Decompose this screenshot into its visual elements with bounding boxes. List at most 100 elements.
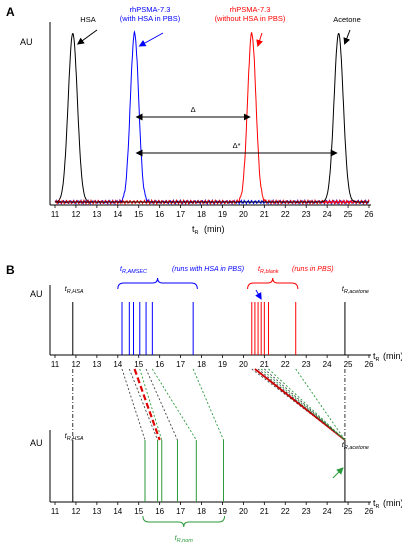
panel-a-x-tick-label: 26: [365, 210, 374, 219]
panel-a-x-tick-label: 12: [71, 210, 80, 219]
connection-line-3: [139, 368, 163, 441]
panel-a-x-tick-label: 16: [155, 210, 164, 219]
connection-line-12: [268, 368, 346, 441]
blank-pointer-arrow: [255, 289, 262, 300]
peak-pointer-arrow-2: [256, 32, 263, 47]
acetone-bottom-label: tR,acetone: [342, 442, 369, 451]
panel-a-x-tick-label: 13: [92, 210, 101, 219]
connection-line-2: [133, 368, 161, 441]
peak-pointer-arrow-0: [76, 29, 98, 45]
panel-b-top-y-label: AU: [30, 289, 43, 299]
peak-pointer-arrow-1: [138, 32, 164, 47]
connection-line-9: [257, 368, 346, 441]
panel-b-top-x-tick-label: 17: [176, 360, 185, 369]
acetone-top-label: tR,acetone: [342, 286, 369, 295]
panel-b-bottom-x-tick-label: 18: [197, 507, 206, 516]
panel-b-bottom-x-tick-label: 24: [323, 507, 332, 516]
panel-b-bottom-y-label: AU: [30, 438, 43, 448]
panel-b-bottom-x-label-unit: (min): [383, 498, 402, 508]
panel-b-top-x-tick-label: 14: [113, 360, 122, 369]
panel-b-bottom-x-tick-label: 26: [365, 507, 374, 516]
panel-b-top-x-label-unit: (min): [383, 351, 402, 361]
connection-line-11: [264, 368, 346, 441]
panel-b-bottom-x-tick-label: 25: [344, 507, 353, 516]
hsa-top-label: tR,HSA: [65, 286, 84, 295]
connection-line-13: [295, 368, 346, 441]
peak-label-2: (without HSA in PBS): [215, 14, 286, 23]
peak-label-1: (with HSA in PBS): [120, 14, 181, 23]
peak-label-1: rhPSMA-7.3: [130, 5, 171, 14]
panel-a-x-tick-label: 18: [197, 210, 206, 219]
delta-label-1: Δ*: [233, 141, 241, 150]
peak-trace-3: [55, 33, 369, 203]
hsa-bottom-label: tR,HSA: [65, 433, 84, 442]
panel-b-bottom-x-tick-label: 20: [239, 507, 248, 516]
nominal-label: tR,nom: [175, 535, 194, 544]
peak-pointer-arrow-3: [343, 29, 351, 45]
panel-b-bottom-x-tick-label: 13: [92, 507, 101, 516]
panel-b-top-x-label-t: tR: [373, 351, 380, 363]
panel-a-x-label-unit: (min): [204, 224, 225, 234]
panel-a-x-tick-label: 22: [281, 210, 290, 219]
acetone-green-arrow: [332, 467, 344, 479]
peak-label-0: HSA: [80, 15, 95, 24]
blank-label: tR,blank: [258, 266, 279, 275]
panel-a-x-label-t: tR: [192, 224, 199, 236]
panel-b-bottom-x-tick-label: 22: [281, 507, 290, 516]
panel-b-bottom-x-tick-label: 14: [113, 507, 122, 516]
peak-trace-1: [54, 29, 370, 206]
panel-b-top-x-tick-label: 21: [260, 360, 269, 369]
panel-b-letter: B: [6, 263, 15, 277]
panel-a-x-tick-label: 23: [302, 210, 311, 219]
peak-trace-2: [54, 32, 370, 206]
nominal-brace: [142, 515, 226, 528]
panel-a-x-tick-label: 17: [176, 210, 185, 219]
panel-b-bottom-x-tick-label: 19: [218, 507, 227, 516]
peak-label-3: Acetone: [333, 15, 361, 24]
panel-a-letter: A: [6, 5, 15, 19]
panel-a-x-tick-label: 20: [239, 210, 248, 219]
panel-b-top-x-tick-label: 11: [51, 360, 60, 369]
panel-b-bottom-x-tick-label: 23: [302, 507, 311, 516]
panel-b-top-x-tick-label: 12: [71, 360, 80, 369]
amsec-label-text: (runs with HSA in PBS): [172, 266, 244, 273]
panel-a-x-tick-label: 19: [218, 210, 227, 219]
amsec-label: tR,AMSEC: [120, 266, 147, 275]
panel-b-bottom-x-tick-label: 17: [176, 507, 185, 516]
connection-line-5: [151, 368, 197, 441]
panel-a-y-label: AU: [20, 37, 33, 47]
panel-b-top-x-tick-label: 13: [92, 360, 101, 369]
panel-b-bottom-x-tick-label: 11: [51, 507, 60, 516]
connection-line-8: [254, 368, 346, 441]
panel-b-top-x-tick-label: 20: [239, 360, 248, 369]
panel-b-bottom-x-tick-label: 21: [260, 507, 269, 516]
panel-a-chromatogram: AU 11 12 13 14 15 16 17 18 19 20 21 22 23 24 25 26 tR (min…: [20, 5, 374, 236]
panel-b-bottom-x-label-t: tR: [373, 498, 380, 510]
panel-b-top-x-tick-label: 15: [134, 360, 143, 369]
panel-b-top-x-tick-label: 18: [197, 360, 206, 369]
panel-b-top-x-tick-label: 19: [218, 360, 227, 369]
connection-line-4: [145, 368, 178, 441]
panel-b-bottom-x-tick-label: 15: [134, 507, 143, 516]
blank-brace: [247, 277, 299, 290]
panel-a-x-tick-label: 25: [344, 210, 353, 219]
delta-label-0: Δ: [191, 105, 196, 114]
amsec-brace: [117, 277, 198, 290]
connection-line-6: [192, 368, 224, 441]
panel-b-bottom-x-tick-label: 12: [71, 507, 80, 516]
panel-a-x-tick-label: 11: [51, 210, 60, 219]
panel-a-x-tick-label: 21: [260, 210, 269, 219]
panel-a-x-tick-label: 14: [113, 210, 122, 219]
panel-b-top-x-tick-label: 16: [155, 360, 164, 369]
panel-b-top-x-tick-label: 26: [365, 360, 374, 369]
panel-b-top-x-tick-label: 22: [281, 360, 290, 369]
panel-b-top-x-tick-label: 24: [323, 360, 332, 369]
panel-b-top-x-tick-label: 23: [302, 360, 311, 369]
panel-a-x-tick-label: 15: [134, 210, 143, 219]
panel-b-top-x-tick-label: 25: [344, 360, 353, 369]
peak-trace-0: [55, 33, 369, 203]
panel-b-bottom-x-tick-label: 16: [155, 507, 164, 516]
blank-label-text: (runs in PBS): [292, 266, 334, 273]
